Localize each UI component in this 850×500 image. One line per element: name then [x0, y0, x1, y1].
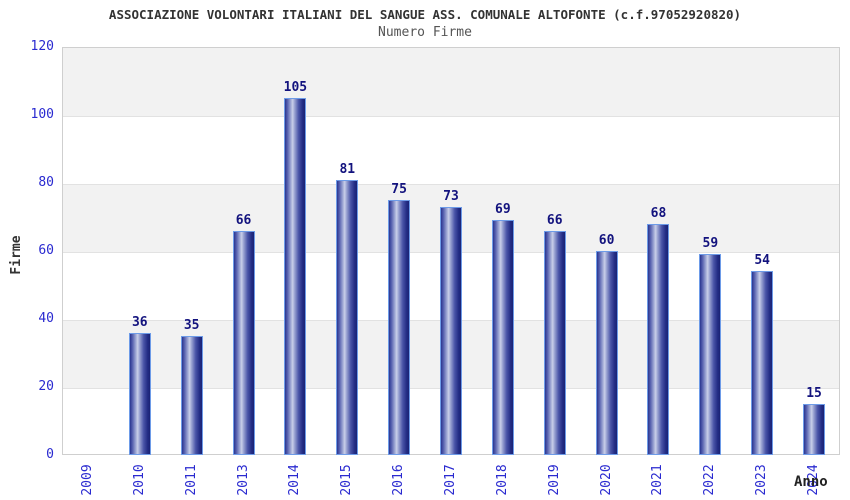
bar-value-label-2011: 35 — [183, 318, 200, 333]
bar-value-label-2013: 66 — [235, 212, 252, 228]
bar-value-label-2023: 54 — [754, 253, 771, 269]
x-tick-label-2013: 2013 — [235, 464, 251, 496]
bar-value-label-2014: 105 — [283, 80, 308, 95]
x-axis-title: Anno — [794, 474, 828, 490]
y-tick-label-80: 80 — [38, 175, 54, 190]
y-tick-label-120: 120 — [30, 39, 54, 54]
x-tick-label-2021: 2021 — [650, 464, 666, 496]
x-tick-label-2009: 2009 — [79, 464, 95, 496]
x-tick-label-2010: 2010 — [131, 464, 147, 496]
bar-value-label-2021: 68 — [650, 205, 667, 221]
x-tick-label-2019: 2019 — [546, 464, 562, 496]
y-axis-title: Firme — [9, 235, 24, 275]
bar-2019 — [543, 230, 566, 455]
bar-2023 — [751, 271, 774, 455]
y-tick-label-20: 20 — [38, 379, 54, 394]
bar-2010 — [128, 332, 151, 455]
x-tick-label-2014: 2014 — [287, 464, 303, 496]
y-tick-label-60: 60 — [38, 243, 54, 258]
y-tick-label-100: 100 — [30, 107, 54, 122]
bar-2018 — [491, 220, 514, 455]
chart-title: ASSOCIAZIONE VOLONTARI ITALIANI DEL SANG… — [108, 7, 742, 22]
bar-value-label-2019: 66 — [546, 212, 563, 228]
bar-value-label-2024: 15 — [806, 386, 822, 401]
gridline-80 — [63, 184, 839, 185]
bar-2024 — [803, 404, 826, 455]
bar-value-label-2020: 60 — [598, 233, 615, 248]
bar-2015 — [336, 179, 359, 455]
bar-2011 — [180, 336, 203, 455]
bar-2022 — [699, 254, 722, 455]
bar-2021 — [647, 223, 670, 455]
y-tick-label-0: 0 — [46, 447, 54, 462]
bar-2014 — [284, 98, 307, 455]
bar-value-label-2015: 81 — [339, 161, 356, 177]
bar-2016 — [388, 200, 411, 455]
y-tick-label-40: 40 — [38, 311, 54, 326]
bar-2020 — [595, 251, 618, 455]
bar-value-label-2022: 59 — [702, 236, 719, 252]
x-tick-label-2017: 2017 — [443, 464, 458, 496]
bar-value-label-2018: 69 — [495, 202, 511, 218]
bar-2013 — [232, 230, 255, 455]
x-tick-label-2015: 2015 — [339, 464, 355, 496]
x-tick-label-2018: 2018 — [494, 464, 510, 496]
gridline-100 — [63, 116, 839, 117]
bar-value-label-2010: 36 — [131, 314, 148, 330]
x-tick-label-2022: 2022 — [702, 464, 718, 496]
chart-subtitle: Numero Firme — [378, 25, 472, 40]
bar-2017 — [440, 206, 462, 455]
bar-value-label-2017: 73 — [443, 188, 459, 204]
bar-value-label-2016: 75 — [391, 182, 407, 197]
x-tick-label-2023: 2023 — [754, 464, 770, 496]
x-tick-label-2020: 2020 — [598, 464, 614, 496]
x-tick-label-2011: 2011 — [183, 464, 199, 496]
x-tick-label-2016: 2016 — [391, 464, 407, 496]
